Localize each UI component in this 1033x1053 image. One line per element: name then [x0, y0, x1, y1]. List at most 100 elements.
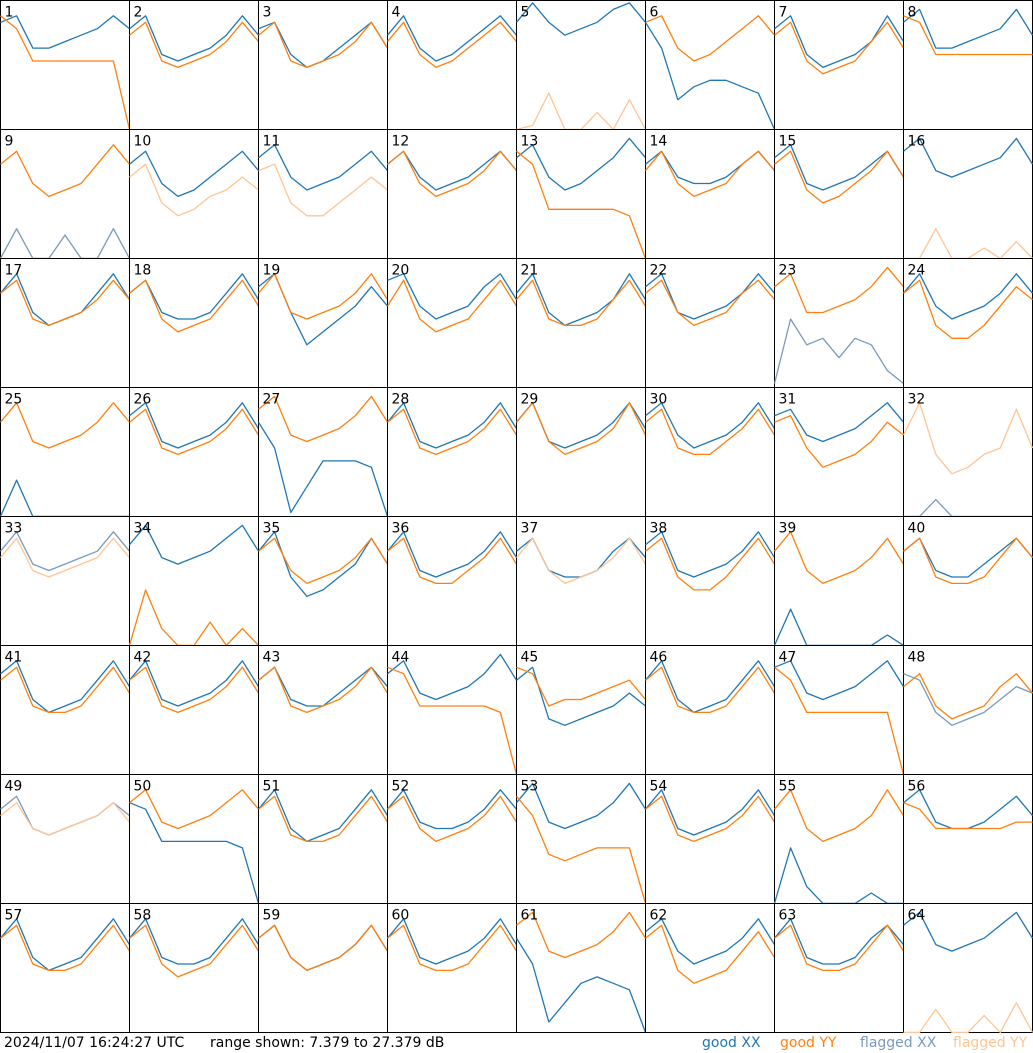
- panel-frame: [0, 0, 130, 130]
- xx-line: [129, 150, 259, 198]
- panel-title: 43: [263, 650, 281, 666]
- yy-line: [0, 924, 131, 972]
- panel-title: 7: [779, 5, 788, 21]
- yy-line: [0, 144, 131, 198]
- yy-line: [773, 531, 905, 585]
- panel-title: 18: [134, 263, 152, 279]
- yy-line: [129, 408, 260, 456]
- xx-line: [386, 402, 518, 449]
- panel-title: 50: [134, 779, 152, 795]
- panel-title: 26: [134, 392, 152, 408]
- panel-title: 45: [521, 650, 539, 666]
- xx-line: [644, 660, 776, 714]
- yy-line: [774, 150, 905, 204]
- yy-line: [903, 279, 1033, 339]
- xx-line: [774, 402, 905, 443]
- panel-title: 12: [392, 134, 410, 150]
- yy-line: [387, 795, 518, 843]
- panel-title: 11: [263, 134, 281, 150]
- panel-title: 49: [5, 779, 23, 795]
- panel-title: 8: [908, 5, 917, 21]
- legend-entry: flagged YY: [953, 1035, 1028, 1051]
- yy-line: [387, 21, 517, 69]
- xx-line: [903, 911, 1033, 952]
- yy-line: [0, 666, 131, 714]
- yy-line: [645, 537, 776, 591]
- yy-line: [516, 279, 647, 327]
- xx-line: [644, 789, 776, 836]
- xx-line: [774, 144, 905, 191]
- yy-line: [129, 279, 260, 333]
- xx-line: [773, 318, 904, 385]
- xx-line: [515, 273, 647, 327]
- panel-title: 40: [908, 521, 926, 537]
- panel-title: 42: [134, 650, 152, 666]
- panel-title: 39: [779, 521, 797, 537]
- xx-line: [516, 137, 646, 191]
- yy-line: [0, 15, 131, 130]
- panel-title: 27: [263, 392, 281, 408]
- panel-title: 21: [521, 263, 539, 279]
- xx-line: [645, 273, 776, 320]
- xx-line: [0, 15, 130, 49]
- yy-line: [387, 150, 517, 198]
- xx-line: [644, 21, 776, 130]
- yy-line: [774, 21, 905, 75]
- panel-title: 57: [5, 908, 23, 924]
- panel-title: 62: [650, 908, 668, 924]
- yy-line: [903, 228, 1033, 260]
- legend-entry: flagged XX: [860, 1035, 937, 1051]
- legend-entry: good YY: [780, 1035, 837, 1051]
- yy-line: [516, 795, 647, 904]
- panel-title: 1: [5, 5, 14, 21]
- xx-line: [515, 2, 647, 36]
- xx-line: [645, 531, 776, 578]
- panel-title: 51: [263, 779, 281, 795]
- xx-line: [516, 782, 647, 830]
- yy-line: [129, 666, 260, 714]
- panel-title: 14: [650, 134, 668, 150]
- yy-line: [515, 402, 647, 456]
- yy-line: [129, 924, 260, 978]
- xx-line: [387, 273, 518, 320]
- panel-title: 31: [779, 392, 797, 408]
- panel-title: 47: [779, 650, 797, 666]
- xx-line: [515, 937, 647, 1033]
- yy-line: [903, 537, 1033, 585]
- panel-frame: [387, 0, 517, 130]
- xx-line: [773, 608, 904, 647]
- panel-frame: [903, 0, 1033, 130]
- panel-title: 33: [5, 521, 23, 537]
- panel-title: 29: [521, 392, 539, 408]
- xx-line: [386, 15, 518, 62]
- xx-line: [0, 273, 131, 327]
- yy-line: [258, 924, 389, 972]
- xx-line: [387, 653, 518, 701]
- yy-line: [774, 415, 904, 468]
- yy-line: [774, 266, 904, 314]
- panel-title: 44: [392, 650, 410, 666]
- panel-title: 48: [908, 650, 926, 666]
- panel-title: 17: [5, 263, 23, 279]
- xx-line: [128, 660, 260, 707]
- xx-line: [903, 673, 1033, 726]
- yy-line: [128, 589, 259, 647]
- xx-line: [645, 150, 775, 185]
- xx-line: [903, 8, 1033, 49]
- panel-title: 28: [392, 392, 410, 408]
- panel-title: 60: [392, 908, 410, 924]
- panel-title: 5: [521, 5, 530, 21]
- panel-title: 2: [134, 5, 143, 21]
- xx-line: [129, 15, 260, 62]
- panel-title: 30: [650, 392, 668, 408]
- xx-line: [257, 789, 389, 843]
- xx-line: [258, 144, 388, 191]
- yy-line: [645, 15, 776, 62]
- panel-title: 34: [134, 521, 152, 537]
- yy-line: [258, 666, 389, 714]
- xx-line: [645, 918, 776, 965]
- yy-line: [257, 273, 389, 320]
- xx-line: [0, 660, 131, 714]
- timestamp: 2024/11/07 16:24:27 UTC: [4, 1035, 184, 1051]
- xx-line: [903, 137, 1033, 178]
